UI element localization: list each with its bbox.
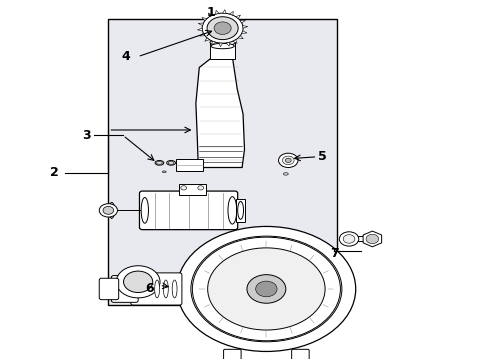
Bar xyxy=(176,158,203,171)
Circle shape xyxy=(366,234,378,244)
Polygon shape xyxy=(226,42,229,46)
Bar xyxy=(108,19,336,305)
Circle shape xyxy=(246,275,285,303)
Polygon shape xyxy=(208,13,212,17)
Polygon shape xyxy=(229,12,233,15)
Ellipse shape xyxy=(207,248,325,330)
Bar xyxy=(179,184,205,195)
Circle shape xyxy=(343,235,354,243)
Circle shape xyxy=(123,271,152,293)
Ellipse shape xyxy=(166,161,175,165)
Text: 7: 7 xyxy=(329,247,338,260)
Ellipse shape xyxy=(210,43,234,49)
FancyBboxPatch shape xyxy=(111,275,138,302)
Ellipse shape xyxy=(227,197,236,224)
Ellipse shape xyxy=(141,198,148,223)
Ellipse shape xyxy=(109,203,115,218)
Polygon shape xyxy=(204,38,209,41)
Bar xyxy=(344,237,375,242)
Circle shape xyxy=(116,266,160,298)
Circle shape xyxy=(181,186,186,190)
Ellipse shape xyxy=(163,280,168,298)
Circle shape xyxy=(214,22,231,35)
Ellipse shape xyxy=(154,280,159,298)
FancyBboxPatch shape xyxy=(131,273,182,305)
Ellipse shape xyxy=(162,171,166,173)
FancyBboxPatch shape xyxy=(223,349,241,360)
Polygon shape xyxy=(238,36,243,39)
Polygon shape xyxy=(198,23,203,26)
Ellipse shape xyxy=(172,280,177,298)
Circle shape xyxy=(285,158,290,162)
FancyBboxPatch shape xyxy=(139,191,237,230)
Ellipse shape xyxy=(283,173,287,175)
Circle shape xyxy=(206,17,238,40)
FancyBboxPatch shape xyxy=(291,349,308,360)
Ellipse shape xyxy=(156,161,162,164)
Circle shape xyxy=(255,281,277,297)
Polygon shape xyxy=(232,40,237,44)
Circle shape xyxy=(278,153,297,167)
Text: 5: 5 xyxy=(317,150,326,163)
Text: 3: 3 xyxy=(82,129,91,142)
Ellipse shape xyxy=(177,226,355,351)
Text: 1: 1 xyxy=(205,6,214,19)
Circle shape xyxy=(339,232,358,246)
Circle shape xyxy=(202,13,243,43)
Polygon shape xyxy=(197,28,202,31)
Circle shape xyxy=(103,206,114,214)
Ellipse shape xyxy=(237,202,243,219)
Polygon shape xyxy=(222,10,226,13)
Bar xyxy=(210,42,234,59)
Polygon shape xyxy=(241,31,246,33)
Ellipse shape xyxy=(168,161,174,164)
Bar xyxy=(235,199,245,222)
Ellipse shape xyxy=(190,236,341,342)
Polygon shape xyxy=(199,33,204,36)
Polygon shape xyxy=(235,15,240,18)
FancyBboxPatch shape xyxy=(99,278,119,300)
Polygon shape xyxy=(196,53,244,167)
Circle shape xyxy=(198,186,203,190)
Circle shape xyxy=(99,204,117,217)
Polygon shape xyxy=(363,231,381,247)
Text: 4: 4 xyxy=(121,50,129,63)
Circle shape xyxy=(282,156,293,165)
Text: 6: 6 xyxy=(145,283,154,296)
Polygon shape xyxy=(215,10,219,14)
Polygon shape xyxy=(242,26,247,28)
Text: 2: 2 xyxy=(50,166,59,179)
Polygon shape xyxy=(219,43,222,47)
Ellipse shape xyxy=(192,237,340,341)
Polygon shape xyxy=(211,41,215,45)
Polygon shape xyxy=(202,18,206,21)
Polygon shape xyxy=(240,20,245,23)
Ellipse shape xyxy=(209,39,235,46)
Ellipse shape xyxy=(155,161,163,165)
